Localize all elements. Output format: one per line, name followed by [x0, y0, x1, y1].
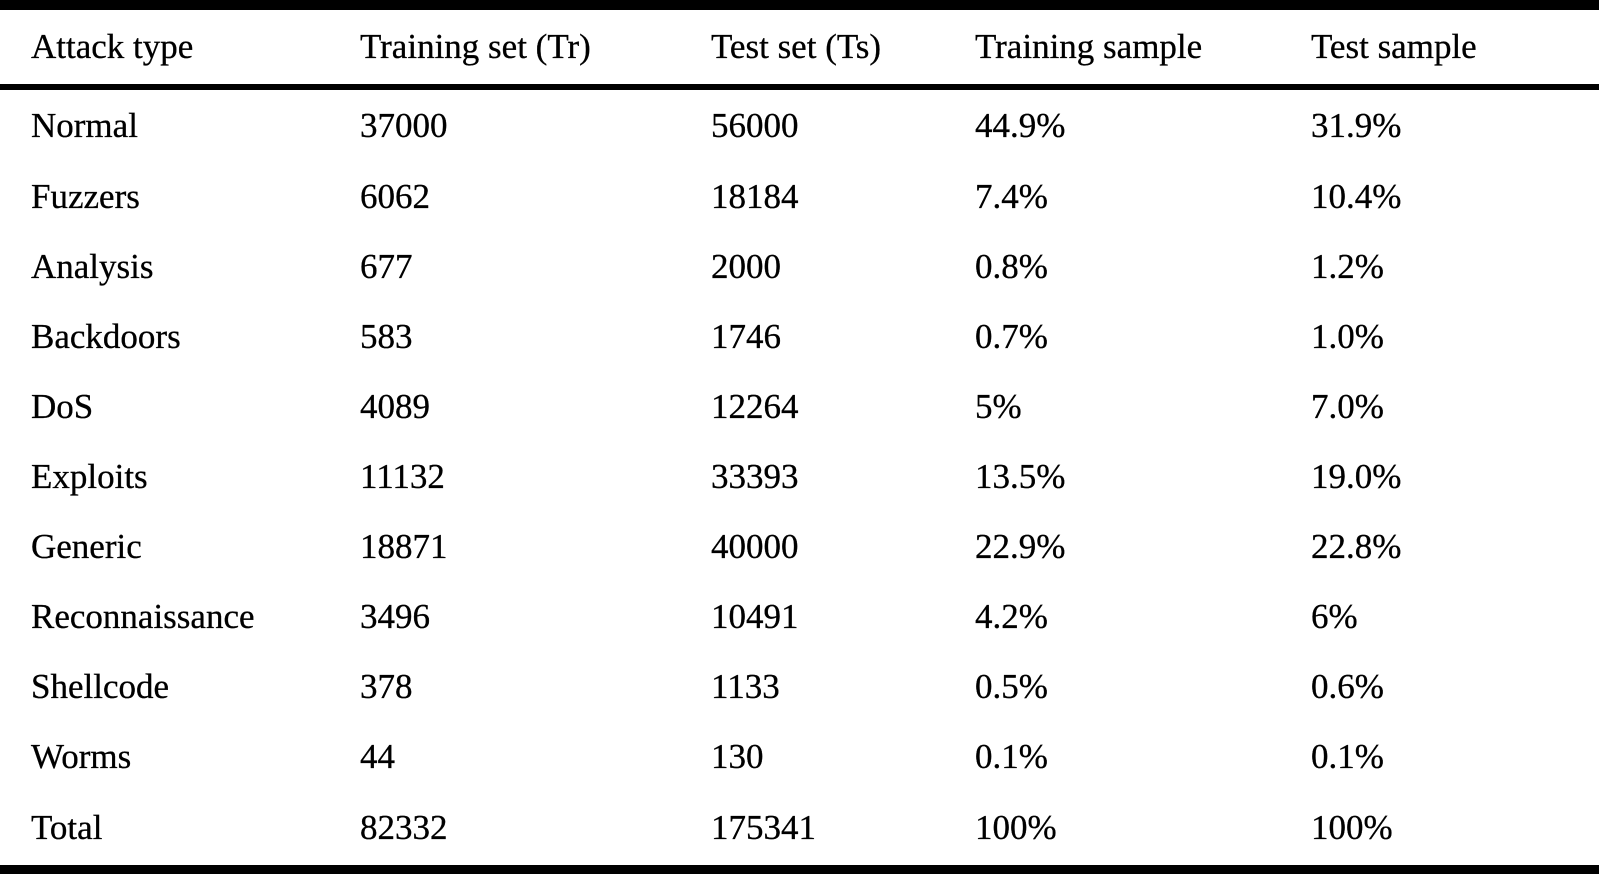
- cell-training-set: 4089: [360, 386, 430, 426]
- cell-training-sample: 4.2%: [975, 596, 1048, 636]
- cell-training-sample: 44.9%: [975, 106, 1066, 146]
- cell-training-sample: 22.9%: [975, 526, 1066, 566]
- cell-test-sample: 22.8%: [1311, 526, 1402, 566]
- table-row-total: Total 82332 175341 100% 100%: [0, 792, 1599, 870]
- table-row-normal: Normal 37000 56000 44.9% 31.9%: [0, 87, 1599, 162]
- header-row: Attack type Training set (Tr) Test set (…: [0, 5, 1599, 90]
- cell-test-set: 2000: [711, 247, 781, 287]
- cell-attack-type: Generic: [31, 526, 142, 566]
- cell-test-sample: 1.0%: [1311, 317, 1384, 357]
- table-row-exploits: Exploits 11132 33393 13.5% 19.0%: [0, 442, 1599, 512]
- cell-attack-type: Backdoors: [31, 317, 181, 357]
- cell-training-set: 37000: [360, 106, 448, 146]
- cell-training-sample: 0.1%: [975, 736, 1048, 776]
- cell-attack-type: Worms: [31, 736, 132, 776]
- cell-test-set: 175341: [711, 808, 816, 848]
- table-row-worms: Worms 44 130 0.1% 0.1%: [0, 722, 1599, 792]
- cell-test-set: 10491: [711, 596, 799, 636]
- column-header-test-sample: Test sample: [1311, 5, 1599, 90]
- cell-attack-type: Reconnaissance: [31, 596, 255, 636]
- cell-training-set: 11132: [360, 456, 445, 496]
- cell-test-sample: 0.1%: [1311, 736, 1384, 776]
- table-row-reconnaissance: Reconnaissance 3496 10491 4.2% 6%: [0, 582, 1599, 652]
- table-row-analysis: Analysis 677 2000 0.8% 1.2%: [0, 232, 1599, 302]
- cell-training-set: 44: [360, 736, 395, 776]
- cell-training-sample: 0.5%: [975, 666, 1048, 706]
- cell-training-set: 3496: [360, 596, 430, 636]
- cell-test-set: 130: [711, 736, 764, 776]
- cell-attack-type: Shellcode: [31, 666, 170, 706]
- cell-attack-type: DoS: [31, 386, 94, 426]
- cell-training-sample: 100%: [975, 808, 1057, 848]
- cell-test-sample: 31.9%: [1311, 106, 1402, 146]
- column-header-test-set: Test set (Ts): [711, 5, 975, 90]
- table-row-backdoors: Backdoors 583 1746 0.7% 1.0%: [0, 302, 1599, 372]
- cell-training-sample: 13.5%: [975, 456, 1066, 496]
- table-row-dos: DoS 4089 12264 5% 7.0%: [0, 372, 1599, 442]
- column-header-training-sample: Training sample: [975, 5, 1311, 90]
- cell-training-sample: 5%: [975, 386, 1022, 426]
- cell-training-set: 18871: [360, 526, 448, 566]
- cell-test-sample: 6%: [1311, 596, 1358, 636]
- cell-test-sample: 19.0%: [1311, 456, 1402, 496]
- cell-test-set: 18184: [711, 177, 799, 217]
- cell-test-sample: 1.2%: [1311, 247, 1384, 287]
- cell-attack-type: Analysis: [31, 247, 154, 287]
- table-row-fuzzers: Fuzzers 6062 18184 7.4% 10.4%: [0, 162, 1599, 232]
- cell-attack-type: Fuzzers: [31, 177, 140, 217]
- table-row-shellcode: Shellcode 378 1133 0.5% 0.6%: [0, 652, 1599, 722]
- cell-training-set: 6062: [360, 177, 430, 217]
- cell-training-set: 677: [360, 247, 413, 287]
- cell-training-sample: 7.4%: [975, 177, 1048, 217]
- cell-training-sample: 0.8%: [975, 247, 1048, 287]
- cell-test-sample: 0.6%: [1311, 666, 1384, 706]
- cell-training-set: 583: [360, 317, 413, 357]
- cell-test-sample: 10.4%: [1311, 177, 1402, 217]
- cell-test-set: 56000: [711, 106, 799, 146]
- cell-test-set: 12264: [711, 386, 799, 426]
- cell-attack-type: Exploits: [31, 456, 148, 496]
- cell-test-set: 40000: [711, 526, 799, 566]
- column-header-attack-type: Attack type: [0, 5, 360, 90]
- cell-training-set: 378: [360, 666, 413, 706]
- column-header-training-set: Training set (Tr): [360, 5, 711, 90]
- cell-test-sample: 100%: [1311, 808, 1393, 848]
- cell-test-set: 1746: [711, 317, 781, 357]
- cell-test-set: 1133: [711, 666, 780, 706]
- cell-test-sample: 7.0%: [1311, 386, 1384, 426]
- cell-training-sample: 0.7%: [975, 317, 1048, 357]
- cell-test-set: 33393: [711, 456, 799, 496]
- cell-training-set: 82332: [360, 808, 448, 848]
- cell-attack-type: Total: [31, 808, 103, 848]
- cell-attack-type: Normal: [31, 106, 138, 146]
- table-row-generic: Generic 18871 40000 22.9% 22.8%: [0, 512, 1599, 582]
